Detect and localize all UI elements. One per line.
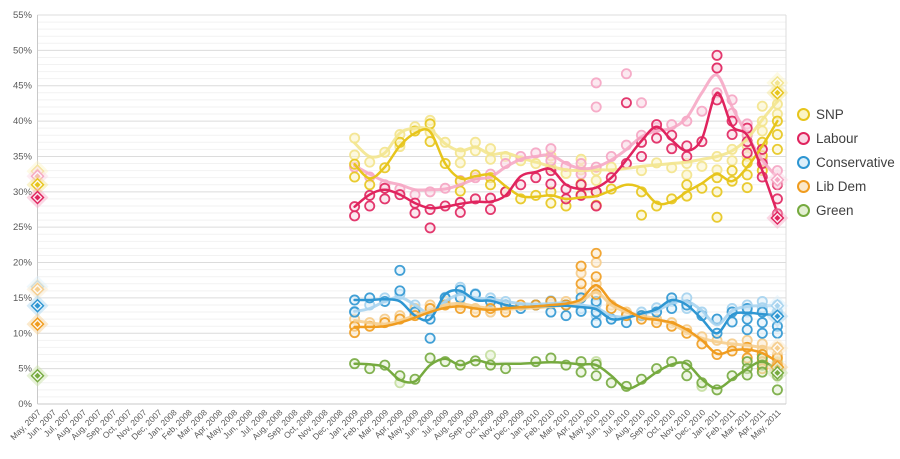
svg-text:10%: 10% xyxy=(13,328,33,339)
labour-legend-marker-icon xyxy=(797,131,810,145)
legend-label-libdem: Lib Dem xyxy=(816,178,867,194)
legend-label-conservative: Conservative xyxy=(816,154,895,170)
legend-item-conservative: Conservative xyxy=(797,150,895,174)
conservative-legend-marker-icon xyxy=(797,155,810,169)
svg-text:40%: 40% xyxy=(13,116,33,127)
svg-text:15%: 15% xyxy=(13,293,33,304)
snp-legend-marker-icon xyxy=(797,107,810,121)
svg-text:55%: 55% xyxy=(13,10,33,21)
chart-legend: SNP Labour Conservative Lib Dem Green xyxy=(797,102,895,222)
svg-text:30%: 30% xyxy=(13,187,33,198)
green-legend-marker-icon xyxy=(797,203,810,217)
svg-text:50%: 50% xyxy=(13,45,33,56)
svg-text:25%: 25% xyxy=(13,222,33,233)
svg-text:35%: 35% xyxy=(13,151,33,162)
libdem-legend-marker-icon xyxy=(797,179,810,193)
legend-item-libdem: Lib Dem xyxy=(797,174,895,198)
legend-item-snp: SNP xyxy=(797,102,895,126)
legend-label-snp: SNP xyxy=(816,106,844,122)
legend-label-green: Green xyxy=(816,202,854,218)
svg-text:20%: 20% xyxy=(13,258,33,269)
legend-label-labour: Labour xyxy=(816,130,859,146)
legend-item-labour: Labour xyxy=(797,126,895,150)
svg-text:0%: 0% xyxy=(18,399,32,410)
svg-text:45%: 45% xyxy=(13,81,33,92)
legend-item-green: Green xyxy=(797,198,895,222)
svg-text:5%: 5% xyxy=(18,364,32,375)
